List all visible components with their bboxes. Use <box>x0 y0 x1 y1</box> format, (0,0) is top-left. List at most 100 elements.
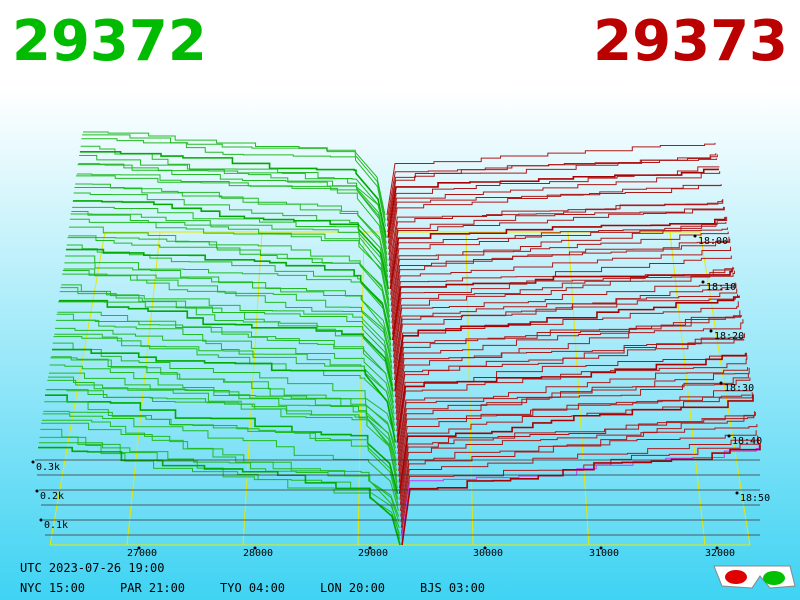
time-label-dot <box>735 491 739 495</box>
clock: BJS 03:00 <box>420 581 485 595</box>
ask-depth-line <box>393 283 737 369</box>
floor-line <box>669 231 706 546</box>
clock: LON 20:00 <box>320 581 385 595</box>
bid-depth-line <box>52 342 396 438</box>
bid-depth-line <box>69 218 390 312</box>
ask-depth-line <box>388 185 721 255</box>
bid-depth-line <box>65 255 392 346</box>
bid-depth-line <box>68 235 391 324</box>
ask-depth-line <box>387 154 718 233</box>
bid-depth-line <box>62 269 393 364</box>
ask-depth-line <box>395 315 742 409</box>
ask-depth-line <box>395 319 744 420</box>
bid-depth-line <box>38 446 401 546</box>
ask-price: 29373 <box>593 9 788 74</box>
ask-depth-line <box>394 310 741 398</box>
price-label-dot <box>137 546 141 550</box>
ask-depth-line <box>391 246 732 329</box>
bid-depth-line <box>44 394 399 494</box>
bid-depth-line <box>64 262 392 352</box>
ask-depth-line <box>396 333 745 432</box>
bid-depth-line <box>58 301 394 398</box>
ask-depth-line <box>398 390 752 483</box>
bid-depth-line <box>79 151 387 238</box>
timestamp: UTC 2023-07-26 19:00 <box>20 561 165 575</box>
ask-depth-line <box>398 394 754 494</box>
bid-depth-line <box>47 379 398 477</box>
floor-line <box>567 231 590 546</box>
ask-depth-line <box>400 435 759 528</box>
bid-depth-line <box>43 410 399 506</box>
depth-label: 0.3k <box>36 462 60 473</box>
bid-depth-line <box>73 192 389 284</box>
ask-depth-line <box>389 216 726 290</box>
price-label-dot <box>483 546 487 550</box>
bid-depth-line <box>44 401 399 500</box>
time-label: 18:30 <box>724 383 754 394</box>
time-label-dot <box>709 329 713 333</box>
bid-depth-line <box>39 436 400 534</box>
ask-depth-line <box>399 415 755 500</box>
depth-label: 0.2k <box>40 491 64 502</box>
bid-depth-line <box>54 333 396 426</box>
bid-depth-line <box>77 164 388 255</box>
bid-depth-line <box>42 413 399 511</box>
ask-depth-line <box>398 377 751 472</box>
ask-depth-line <box>392 270 735 358</box>
price-label-dot <box>368 546 372 550</box>
time-label: 18:40 <box>732 436 762 447</box>
time-label-dot <box>719 381 723 385</box>
depth-label-dot <box>35 489 39 493</box>
time-label-dot <box>701 280 705 284</box>
price-label: 28000 <box>243 548 273 559</box>
bid-depth-line <box>58 299 394 392</box>
depth-label-dot <box>31 460 35 464</box>
ask-depth-line <box>397 367 749 455</box>
ask-depth-line <box>392 266 734 346</box>
bid-depth-line <box>57 311 395 403</box>
time-label-dot <box>727 434 731 438</box>
bid-depth-line <box>81 138 387 227</box>
bid-depth-line <box>67 237 391 329</box>
ask-depth-line <box>386 153 717 221</box>
time-label-dot <box>693 234 697 238</box>
ask-depth-line <box>399 412 756 511</box>
depth-label: 0.1k <box>44 520 68 531</box>
price-label-dot <box>715 546 719 550</box>
bid-depth-line <box>50 357 397 455</box>
ask-depth-line <box>399 411 756 506</box>
ask-depth-line <box>401 443 761 546</box>
price-label: 29000 <box>358 548 388 559</box>
price-label-dot <box>599 546 603 550</box>
bid-depth-line <box>48 372 397 466</box>
depth-label-dot <box>39 518 43 522</box>
bid-depth-line <box>49 364 397 460</box>
ask-depth-line <box>394 301 739 386</box>
bid-depth-line <box>76 175 388 267</box>
price-label-dot <box>253 546 257 550</box>
time-label: 18:10 <box>706 282 736 293</box>
ask-depth-line <box>401 444 760 540</box>
bid-depth-line <box>65 248 392 341</box>
price-label: 32000 <box>705 548 735 559</box>
ask-depth-line <box>394 294 738 381</box>
ask-depth-line <box>386 142 716 216</box>
ask-depth-line <box>391 236 730 318</box>
ask-depth-line <box>387 168 719 238</box>
ask-depth-line <box>397 367 750 466</box>
price-label: 30000 <box>473 548 503 559</box>
bid-depth-line <box>38 442 401 540</box>
bid-depth-line <box>74 187 389 278</box>
clock: NYC 15:00 <box>20 581 85 595</box>
ask-depth-line <box>389 206 725 284</box>
ask-depth-line <box>397 373 749 460</box>
bid-depth-line <box>53 336 396 432</box>
depth-mesh: 27000 28000 29000 30000 31000 32000 18:00 18:10… <box>31 131 770 559</box>
bid-depth-line <box>76 173 388 261</box>
ask-depth-line <box>397 355 748 449</box>
ask-depth-line <box>390 222 727 295</box>
ask-depth-line <box>390 216 728 301</box>
time-label: 18:00 <box>698 236 728 247</box>
clock: PAR 21:00 <box>120 581 185 595</box>
ask-depth-line <box>391 255 732 335</box>
